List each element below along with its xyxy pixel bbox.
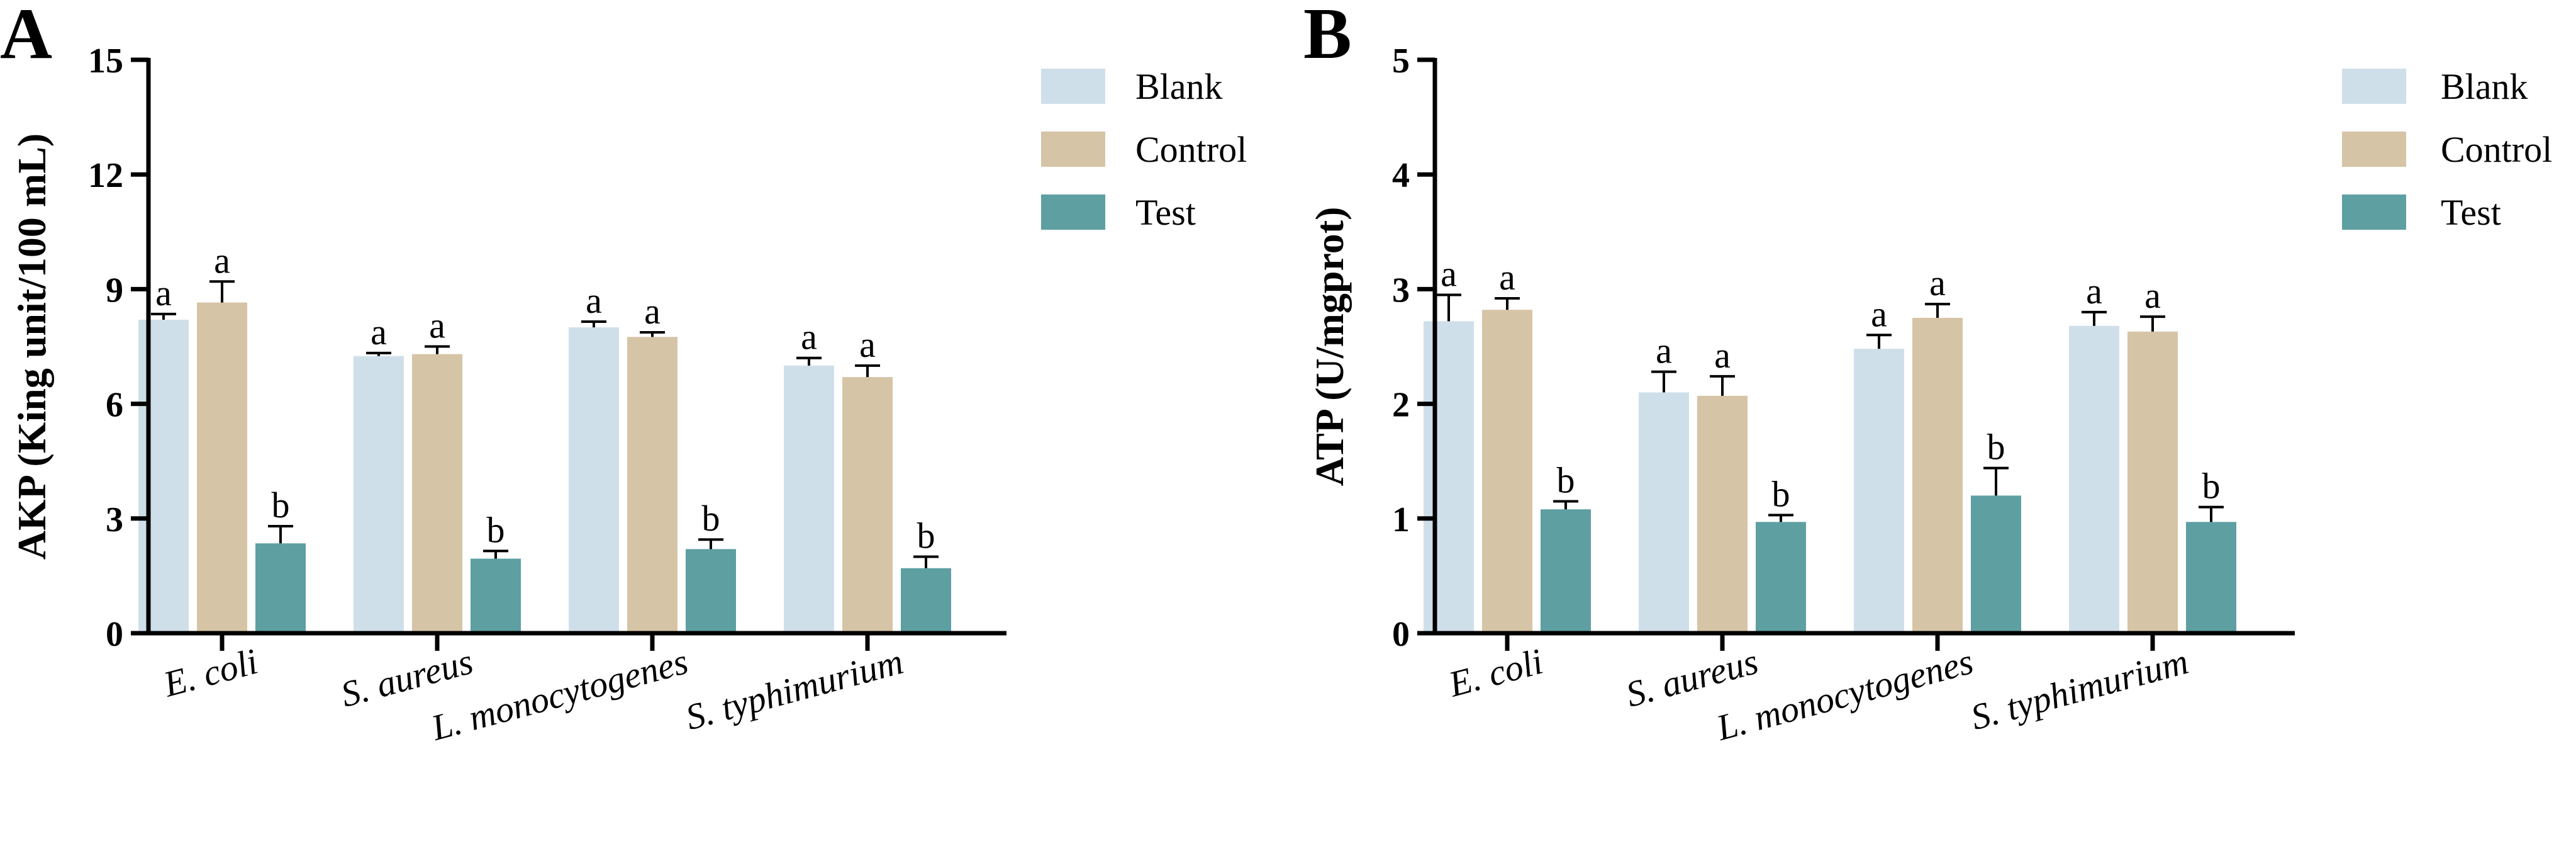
significance-label: b — [917, 515, 935, 556]
bar — [2127, 331, 2178, 633]
y-tick-label: 6 — [106, 386, 123, 425]
bar — [842, 377, 893, 633]
significance-label: a — [644, 291, 661, 332]
legend-label: Test — [1135, 192, 1196, 233]
bar — [569, 327, 619, 633]
y-tick-label: 3 — [106, 500, 123, 539]
bar — [2069, 325, 2119, 633]
y-axis-title: ATP (U/mgprot) — [1307, 207, 1352, 487]
significance-label: a — [1714, 335, 1731, 376]
bar — [138, 319, 189, 633]
significance-label: a — [1441, 254, 1457, 295]
panel-letter: B — [1303, 0, 1352, 74]
legend-swatch — [2342, 194, 2406, 230]
bar — [471, 558, 521, 633]
y-tick-label: 2 — [1392, 386, 1410, 425]
bar — [1697, 395, 1748, 633]
y-tick-label: 12 — [88, 156, 123, 195]
x-tick-label: E. coli — [159, 641, 262, 705]
y-tick-label: 1 — [1392, 500, 1410, 539]
significance-label: b — [1557, 459, 1575, 500]
significance-label: a — [429, 305, 445, 346]
legend-label: Blank — [2441, 66, 2528, 107]
significance-label: b — [272, 485, 290, 526]
bar — [1482, 310, 1532, 633]
significance-label: a — [801, 317, 817, 358]
bar — [1541, 509, 1591, 633]
bar — [1424, 321, 1474, 633]
significance-label: a — [155, 273, 172, 313]
y-tick-label: 15 — [88, 42, 123, 81]
significance-label: a — [1929, 262, 1946, 303]
significance-label: b — [487, 509, 505, 550]
bar — [197, 302, 247, 633]
bar — [784, 365, 834, 633]
x-tick-label: E. coli — [1444, 641, 1547, 705]
significance-label: a — [586, 280, 602, 321]
significance-label: a — [2144, 275, 2161, 316]
bar — [255, 543, 306, 633]
x-tick-label: S. typhimurium — [681, 641, 907, 738]
y-tick-label: 3 — [1392, 271, 1410, 310]
legend-label: Control — [2441, 129, 2552, 170]
y-tick-label: 9 — [106, 271, 123, 310]
panel-letter: A — [0, 0, 52, 74]
bar — [686, 549, 736, 633]
y-tick-label: 5 — [1392, 42, 1410, 81]
bar — [1971, 495, 2021, 633]
bar — [627, 337, 677, 633]
bar — [1756, 522, 1806, 633]
significance-label: b — [2202, 466, 2221, 507]
significance-label: a — [214, 240, 230, 281]
y-tick-label: 4 — [1392, 156, 1410, 195]
significance-label: a — [371, 312, 387, 352]
bar — [412, 354, 462, 633]
legend-label: Test — [2441, 192, 2501, 233]
bar — [2186, 522, 2236, 633]
significance-label: a — [1656, 330, 1672, 371]
significance-label: a — [2086, 271, 2102, 312]
legend-swatch — [1041, 132, 1105, 167]
significance-label: b — [1772, 473, 1790, 514]
y-tick-label: 0 — [1392, 615, 1410, 654]
significance-label: a — [1499, 257, 1515, 298]
bar — [1854, 349, 1904, 633]
significance-label: b — [702, 498, 720, 539]
significance-label: a — [1871, 293, 1887, 334]
x-tick-label: S. typhimurium — [1966, 641, 2192, 738]
legend-swatch — [1041, 194, 1105, 230]
legend-label: Blank — [1135, 66, 1223, 107]
significance-label: b — [1987, 427, 2005, 468]
legend-label: Control — [1135, 129, 1247, 170]
legend-swatch — [1041, 69, 1105, 104]
y-tick-label: 0 — [106, 615, 123, 654]
bar — [1639, 392, 1689, 633]
bar — [354, 356, 404, 633]
legend-swatch — [2342, 132, 2406, 167]
y-axis-title: AKP (King unit/100 mL) — [9, 133, 54, 560]
legend-swatch — [2342, 69, 2406, 104]
significance-label: a — [859, 324, 876, 365]
bar — [1912, 317, 1963, 633]
bar — [901, 568, 951, 633]
